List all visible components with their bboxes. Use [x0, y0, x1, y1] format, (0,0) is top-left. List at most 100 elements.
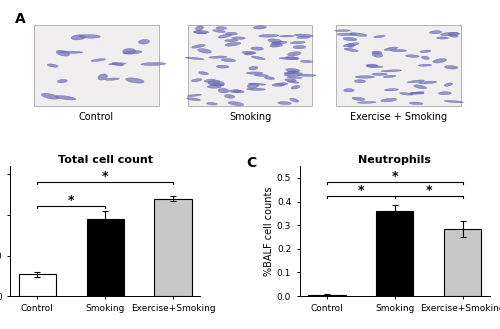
Ellipse shape	[344, 89, 354, 92]
Ellipse shape	[258, 34, 279, 37]
Ellipse shape	[433, 59, 446, 63]
Ellipse shape	[141, 63, 166, 65]
Ellipse shape	[188, 94, 202, 97]
Ellipse shape	[249, 66, 258, 70]
Ellipse shape	[356, 76, 374, 78]
Ellipse shape	[348, 44, 354, 48]
Ellipse shape	[272, 41, 287, 44]
Ellipse shape	[98, 74, 108, 80]
Text: *: *	[102, 170, 108, 183]
Bar	[86, 219, 124, 296]
Text: *: *	[68, 194, 74, 207]
Ellipse shape	[384, 89, 398, 91]
Ellipse shape	[444, 65, 458, 69]
Ellipse shape	[246, 72, 263, 74]
Ellipse shape	[366, 64, 378, 67]
Text: Control: Control	[79, 112, 114, 122]
Ellipse shape	[440, 32, 458, 36]
Ellipse shape	[246, 88, 266, 90]
Bar	[444, 229, 482, 296]
Ellipse shape	[91, 59, 106, 62]
Ellipse shape	[229, 90, 244, 93]
Text: C: C	[246, 156, 256, 170]
Ellipse shape	[244, 52, 255, 55]
Ellipse shape	[196, 26, 203, 31]
Ellipse shape	[192, 44, 205, 48]
Ellipse shape	[126, 78, 144, 83]
Ellipse shape	[242, 51, 256, 54]
Ellipse shape	[384, 75, 396, 78]
Ellipse shape	[287, 76, 302, 79]
Ellipse shape	[444, 100, 464, 103]
Ellipse shape	[212, 81, 224, 86]
Ellipse shape	[278, 102, 291, 105]
Ellipse shape	[186, 98, 200, 101]
Bar	[18, 274, 56, 296]
Ellipse shape	[367, 65, 383, 67]
Ellipse shape	[56, 50, 70, 56]
Ellipse shape	[290, 41, 305, 44]
Ellipse shape	[213, 30, 226, 33]
Ellipse shape	[270, 42, 280, 46]
Ellipse shape	[218, 89, 228, 93]
Ellipse shape	[228, 102, 244, 106]
Ellipse shape	[291, 86, 300, 89]
Ellipse shape	[209, 56, 227, 58]
Ellipse shape	[448, 33, 460, 35]
Ellipse shape	[372, 53, 382, 57]
Ellipse shape	[233, 90, 241, 92]
Ellipse shape	[280, 35, 294, 37]
Ellipse shape	[372, 51, 382, 54]
Ellipse shape	[337, 33, 356, 36]
Ellipse shape	[194, 32, 206, 34]
Text: *: *	[358, 184, 364, 197]
Ellipse shape	[430, 31, 442, 34]
Ellipse shape	[226, 32, 237, 35]
Ellipse shape	[123, 51, 142, 54]
Ellipse shape	[290, 98, 298, 102]
Ellipse shape	[381, 70, 402, 72]
Ellipse shape	[192, 79, 202, 82]
Bar	[34, 25, 159, 107]
Ellipse shape	[251, 56, 265, 60]
Ellipse shape	[344, 48, 358, 52]
Ellipse shape	[225, 39, 238, 42]
Ellipse shape	[297, 36, 310, 38]
Ellipse shape	[264, 77, 274, 80]
Ellipse shape	[216, 27, 226, 30]
Ellipse shape	[410, 92, 424, 94]
Ellipse shape	[254, 74, 268, 76]
Ellipse shape	[420, 50, 431, 53]
Ellipse shape	[232, 37, 245, 39]
Ellipse shape	[286, 68, 300, 72]
Text: A: A	[15, 12, 26, 26]
Ellipse shape	[224, 95, 235, 98]
Ellipse shape	[381, 98, 396, 102]
Ellipse shape	[422, 56, 430, 60]
Ellipse shape	[248, 83, 258, 88]
Ellipse shape	[251, 47, 264, 50]
Ellipse shape	[122, 49, 136, 54]
Ellipse shape	[408, 80, 424, 83]
Ellipse shape	[374, 35, 385, 38]
Ellipse shape	[138, 39, 149, 44]
Y-axis label: %BALF cell counts: %BALF cell counts	[264, 187, 274, 276]
Ellipse shape	[409, 102, 423, 105]
Ellipse shape	[344, 43, 359, 47]
Ellipse shape	[270, 44, 282, 47]
Bar	[336, 25, 461, 107]
Ellipse shape	[284, 73, 302, 76]
Ellipse shape	[279, 58, 298, 60]
Ellipse shape	[418, 64, 432, 66]
Ellipse shape	[47, 64, 58, 67]
Ellipse shape	[207, 85, 221, 88]
Ellipse shape	[293, 45, 306, 49]
Ellipse shape	[288, 52, 301, 56]
Ellipse shape	[105, 78, 120, 80]
Ellipse shape	[218, 34, 232, 38]
Ellipse shape	[288, 81, 299, 83]
Ellipse shape	[418, 81, 437, 84]
Ellipse shape	[108, 63, 126, 65]
Bar	[188, 25, 312, 107]
Ellipse shape	[358, 102, 376, 103]
